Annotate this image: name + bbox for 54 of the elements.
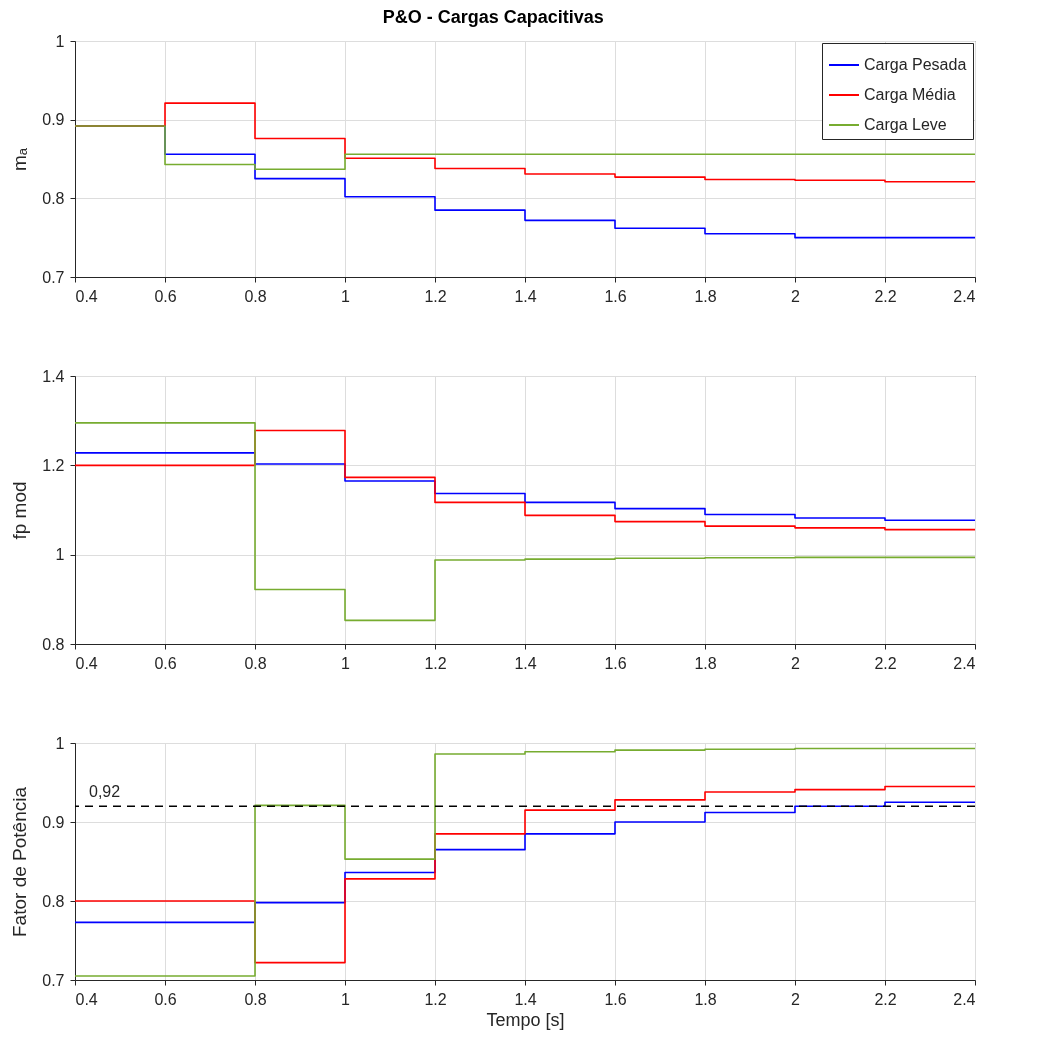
x-tick-label: 1 <box>341 654 351 672</box>
x-tick-label: 0.4 <box>75 287 98 305</box>
x-tick-label: 0.8 <box>244 654 267 672</box>
y-tick-label: 1 <box>55 734 65 752</box>
x-tick-label: 2.2 <box>874 990 897 1008</box>
y-axis-title: Fator de Potência <box>9 786 31 937</box>
x-tick-label: 0.6 <box>154 990 177 1008</box>
y-tick-label: 0.8 <box>42 892 65 910</box>
x-tick-label: 1.6 <box>604 990 627 1008</box>
x-tick-label: 1 <box>341 287 351 305</box>
x-tick-label: 1 <box>341 990 351 1008</box>
legend-label: Carga Média <box>864 86 956 103</box>
y-tick-label: 1.2 <box>42 456 65 474</box>
x-tick-label: 2.4 <box>953 654 976 672</box>
x-tick-label: 1.4 <box>514 654 537 672</box>
x-tick-label: 2.2 <box>874 287 897 305</box>
x-tick-label: 2 <box>791 287 801 305</box>
y-tick-label: 1.4 <box>42 367 65 385</box>
legend-label: Carga Leve <box>864 116 947 133</box>
x-tick-label: 1.6 <box>604 287 627 305</box>
y-tick-label: 1 <box>55 546 65 564</box>
x-tick-label: 1.2 <box>424 654 447 672</box>
y-tick-label: 1 <box>55 32 65 50</box>
x-tick-label: 0.4 <box>75 654 98 672</box>
x-tick-label: 1.4 <box>514 287 537 305</box>
x-tick-label: 1.8 <box>694 287 717 305</box>
y-axis-title: mₐ <box>9 147 31 171</box>
legend-label: Carga Pesada <box>864 56 967 73</box>
chart-title: P&O - Cargas Capacitivas <box>382 6 604 27</box>
x-tick-label: 1.4 <box>514 990 537 1008</box>
x-axis-title: Tempo [s] <box>486 1009 565 1030</box>
x-tick-label: 0.6 <box>154 287 177 305</box>
y-tick-label: 0.8 <box>42 635 65 653</box>
x-tick-label: 1.2 <box>424 287 447 305</box>
y-tick-label: 0.7 <box>42 971 65 989</box>
x-tick-label: 0.8 <box>244 990 267 1008</box>
x-tick-label: 0.6 <box>154 654 177 672</box>
x-tick-label: 1.2 <box>424 990 447 1008</box>
x-tick-label: 2.2 <box>874 654 897 672</box>
y-tick-label: 0.9 <box>42 813 65 831</box>
x-tick-label: 1.8 <box>694 990 717 1008</box>
x-tick-label: 1.6 <box>604 654 627 672</box>
x-tick-label: 2 <box>791 990 801 1008</box>
y-axis-title: fp mod <box>9 481 31 540</box>
y-tick-label: 0.9 <box>42 111 65 129</box>
x-tick-label: 0.8 <box>244 287 267 305</box>
x-tick-label: 2.4 <box>953 287 976 305</box>
y-tick-label: 0.7 <box>42 268 65 286</box>
y-tick-label: 0.8 <box>42 189 65 207</box>
x-tick-label: 2 <box>791 654 801 672</box>
x-tick-label: 0.4 <box>75 990 98 1008</box>
ref-line-label: 0,92 <box>89 783 121 801</box>
x-tick-label: 2.4 <box>953 990 976 1008</box>
x-tick-label: 1.8 <box>694 654 717 672</box>
